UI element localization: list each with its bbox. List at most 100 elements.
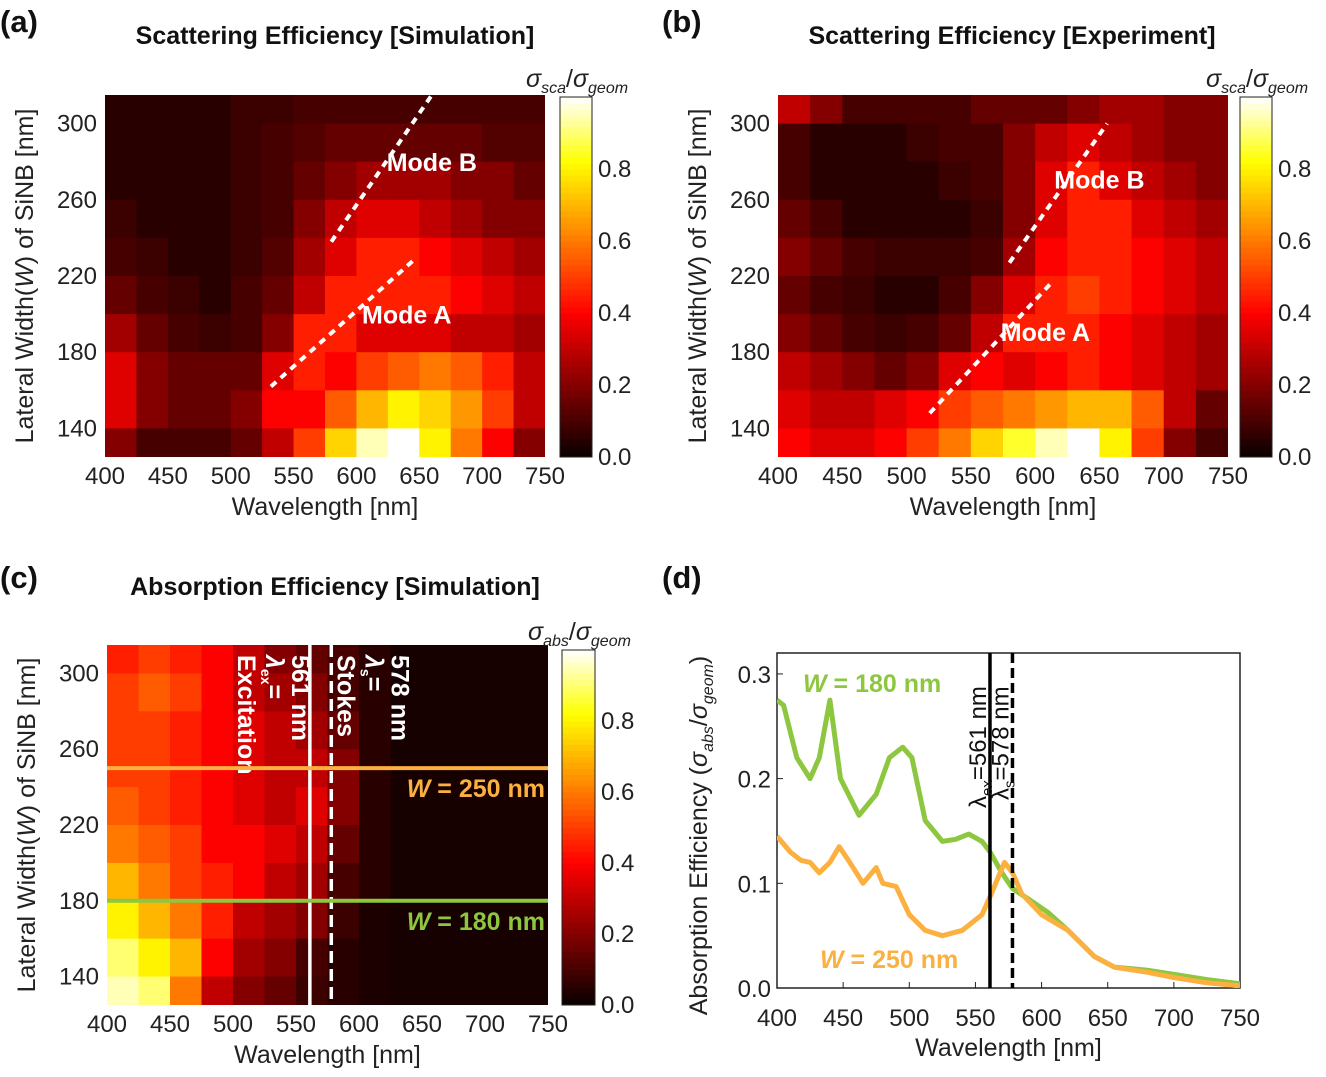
colorbar-segment bbox=[562, 667, 595, 675]
heatmap-cell bbox=[422, 976, 454, 1005]
heatmap-cell bbox=[293, 123, 326, 163]
heatmap-cell bbox=[170, 976, 202, 1005]
colorbar-segment bbox=[562, 845, 595, 852]
heatmap-cell bbox=[810, 123, 843, 163]
heatmap-cell bbox=[516, 862, 548, 902]
heatmap-cell bbox=[1163, 352, 1197, 391]
colorbar-segment bbox=[562, 803, 595, 811]
heatmap-cell bbox=[422, 711, 454, 750]
heatmap-cell bbox=[230, 237, 263, 277]
heatmap-cell bbox=[387, 390, 420, 429]
heatmap-cell bbox=[262, 199, 295, 239]
heatmap-cell bbox=[1003, 95, 1036, 125]
colorbar-segment bbox=[1240, 145, 1272, 152]
heatmap-cell bbox=[422, 900, 454, 940]
heatmap-cell bbox=[422, 862, 454, 902]
equals: = bbox=[359, 677, 387, 692]
colorbar-segment bbox=[1240, 307, 1272, 314]
colorbar-segment bbox=[562, 993, 595, 1000]
heatmap-cell bbox=[136, 276, 169, 315]
heatmap-cell bbox=[199, 95, 232, 125]
heatmap-cell bbox=[419, 199, 452, 239]
colorbar-segment bbox=[562, 792, 595, 799]
heatmap-cell bbox=[199, 428, 232, 457]
heatmap-cell bbox=[230, 390, 263, 429]
colorbar-segment bbox=[1240, 361, 1272, 368]
colorbar-segment bbox=[560, 175, 592, 182]
sigma: σ bbox=[1206, 65, 1222, 93]
heatmap-cell bbox=[1163, 199, 1197, 239]
heatmap-cell bbox=[1195, 123, 1228, 163]
heatmap-cell bbox=[810, 95, 843, 125]
colorbar-segment bbox=[562, 655, 595, 663]
heatmap-cell bbox=[450, 314, 483, 353]
y-axis-label: Lateral Width(W) of SiNB [nm] bbox=[11, 109, 39, 444]
y-axis-label-text: Lateral Width( bbox=[684, 287, 712, 443]
colorbar-segment bbox=[1240, 253, 1272, 260]
heatmap-cell bbox=[810, 161, 843, 201]
heatmap-cell bbox=[296, 645, 328, 674]
colorbar-label: σsca/σgeom bbox=[526, 65, 628, 97]
heatmap-cell bbox=[233, 938, 265, 978]
heatmap-cell bbox=[1099, 95, 1133, 125]
heatmap-cell bbox=[1067, 161, 1100, 201]
width-line-label: W = 180 nm bbox=[407, 908, 545, 936]
heatmap-cell bbox=[325, 237, 357, 277]
heatmap-cell bbox=[107, 825, 139, 864]
heatmap-cell bbox=[778, 161, 811, 201]
vline-label-value: 578 nm bbox=[385, 655, 413, 741]
heatmap-cell bbox=[262, 314, 295, 353]
heatmap-cell bbox=[874, 237, 908, 277]
colorbar-segment bbox=[562, 922, 595, 929]
heatmap-cell bbox=[1003, 123, 1036, 163]
heatmap-cell bbox=[970, 314, 1004, 353]
heatmap-cell bbox=[422, 938, 454, 978]
colorbar-segment bbox=[562, 750, 595, 757]
heatmap-cell bbox=[874, 199, 908, 239]
colorbar-segment bbox=[560, 241, 592, 248]
colorbar-segment bbox=[1240, 199, 1272, 206]
colorbar-segment bbox=[1240, 331, 1272, 338]
colorbar-segment bbox=[1240, 235, 1272, 242]
heatmap-cell bbox=[1195, 95, 1228, 125]
panel-d: 400 450 500 550 600 650 700 750 0.0 0.1 0.2 0.3 Wave… bbox=[685, 652, 1260, 1062]
colorbar-segment bbox=[1240, 289, 1272, 296]
colorbar-segment bbox=[560, 439, 592, 446]
heatmap-cell bbox=[1003, 390, 1036, 429]
heatmap-cell bbox=[778, 123, 811, 163]
heatmap-cell bbox=[136, 390, 169, 429]
heatmap-cell bbox=[1099, 428, 1133, 457]
colorbar-segment bbox=[1240, 271, 1272, 278]
colorbar-segment bbox=[560, 229, 592, 236]
heatmap-cell bbox=[513, 199, 545, 239]
colorbar-segment bbox=[560, 145, 592, 152]
colorbar-segment bbox=[560, 199, 592, 206]
colorbar-segment bbox=[560, 217, 592, 224]
y-axis-label-text: Lateral Width( bbox=[13, 836, 41, 992]
heatmap-cell bbox=[453, 787, 486, 826]
colorbar-segment bbox=[560, 157, 592, 164]
y-axis-label: Lateral Width(W) of SiNB [nm] bbox=[684, 109, 712, 444]
colorbar-segment bbox=[560, 415, 592, 422]
heatmap-cell bbox=[970, 237, 1004, 277]
x-axis-label: Wavelength [nm] bbox=[232, 493, 419, 521]
heatmap-cell bbox=[1195, 276, 1228, 315]
heatmap-cell bbox=[778, 199, 811, 239]
heatmap-cell bbox=[293, 276, 326, 315]
colorbar-segment bbox=[1240, 229, 1272, 236]
equals: = bbox=[260, 684, 288, 699]
colorbar-segment bbox=[560, 235, 592, 242]
colorbar-segment bbox=[1240, 349, 1272, 356]
heatmap-cell bbox=[136, 199, 169, 239]
panel-label-b: (b) bbox=[662, 4, 702, 39]
heatmap-cell bbox=[1067, 237, 1100, 277]
colorbar-segment bbox=[562, 957, 595, 965]
colorbar-segment bbox=[560, 133, 592, 140]
x-tick-label: 700 bbox=[462, 463, 502, 490]
title-c: Absorption Efficiency [Simulation] bbox=[130, 573, 540, 601]
heatmap-cell bbox=[356, 352, 389, 391]
heatmap-cell bbox=[970, 123, 1004, 163]
heatmap-cell bbox=[419, 352, 452, 391]
colorbar-tick-label: 0.0 bbox=[1278, 444, 1311, 471]
heatmap-cell bbox=[170, 711, 202, 750]
